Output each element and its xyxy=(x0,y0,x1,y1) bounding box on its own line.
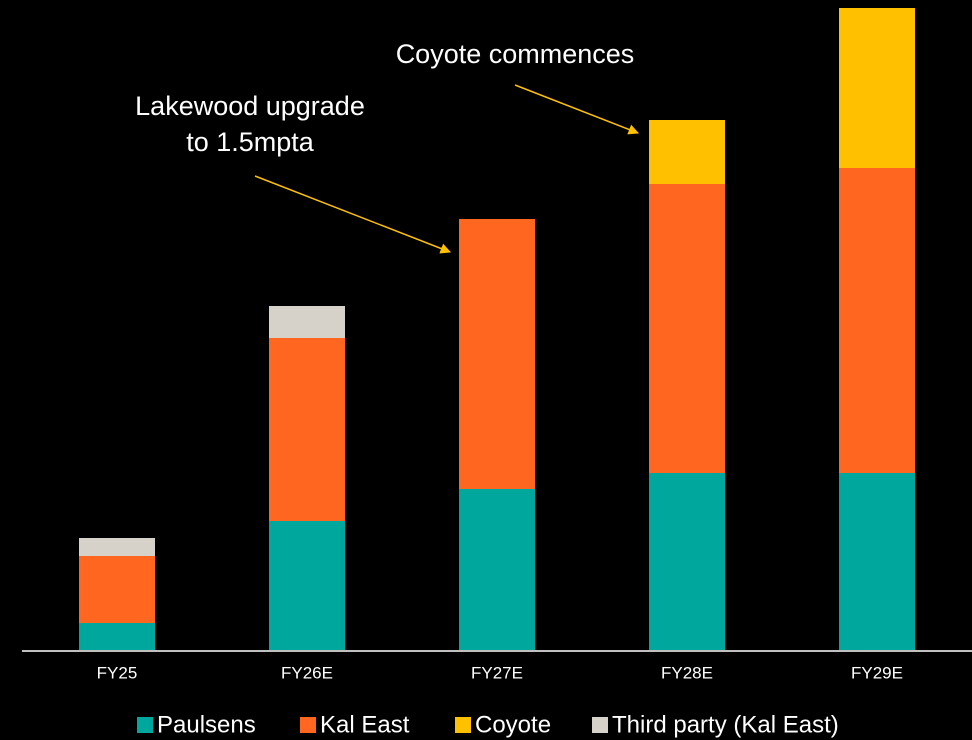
bar-segment xyxy=(79,538,155,556)
x-tick-label: FY26E xyxy=(281,663,333,682)
bar-segment xyxy=(459,219,535,489)
bar-segment xyxy=(269,521,345,650)
annotation-arrow xyxy=(254,175,451,254)
legend-label: Third party (Kal East) xyxy=(612,711,839,738)
x-tick-label: FY25 xyxy=(97,663,138,682)
legend-swatch xyxy=(300,717,316,733)
annotation: Lakewood upgrade xyxy=(135,91,365,121)
bar-segment xyxy=(839,168,915,473)
legend-swatch xyxy=(592,717,608,733)
x-tick-label: FY27E xyxy=(471,663,523,682)
annotation-arrow xyxy=(514,84,639,135)
annotation: to 1.5mpta xyxy=(186,127,315,157)
bar-segment xyxy=(649,473,725,650)
bar-segment xyxy=(649,120,725,184)
bar-segment xyxy=(459,489,535,650)
bar-segment xyxy=(79,623,155,650)
bar-segment xyxy=(269,306,345,338)
bar-segment xyxy=(839,8,915,168)
legend-label: Coyote xyxy=(475,711,551,738)
bar-segment xyxy=(649,184,725,473)
annotation: Coyote commences xyxy=(396,39,635,69)
x-tick-label: FY29E xyxy=(851,663,903,682)
legend-label: Kal East xyxy=(320,711,410,738)
legend-label: Paulsens xyxy=(157,711,256,738)
x-tick-label: FY28E xyxy=(661,663,713,682)
legend-swatch xyxy=(455,717,471,733)
bar-segment xyxy=(269,338,345,521)
legend-swatch xyxy=(137,717,153,733)
bar-segment xyxy=(79,556,155,623)
bar-segment xyxy=(839,473,915,650)
